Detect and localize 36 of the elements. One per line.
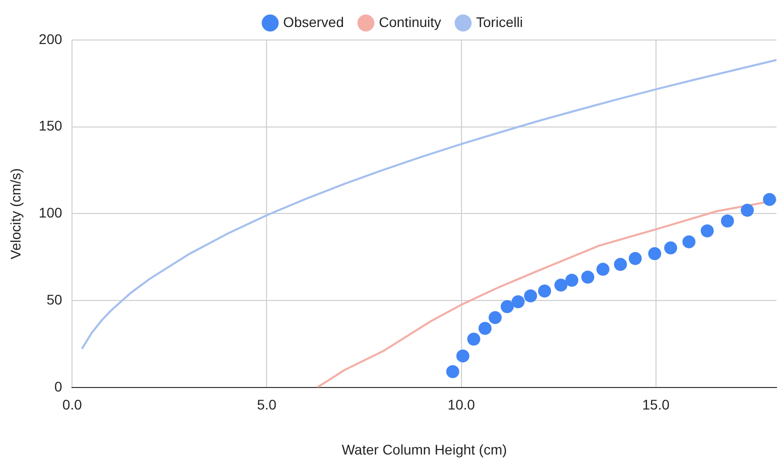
point	[512, 295, 525, 308]
y-tick-label: 0	[54, 378, 62, 394]
point	[488, 311, 502, 324]
point	[446, 365, 460, 378]
legend-label: Observed	[283, 14, 344, 30]
point	[478, 322, 492, 335]
y-tick-label: 100	[38, 204, 62, 221]
y-tick-label: 150	[38, 118, 62, 134]
point	[762, 192, 776, 206]
point	[614, 258, 627, 271]
point	[500, 300, 514, 314]
y-tick-label: 200	[38, 30, 62, 47]
point	[524, 289, 538, 302]
point	[467, 332, 480, 346]
point	[740, 204, 754, 217]
point	[538, 284, 552, 298]
point	[628, 252, 642, 266]
y-axis-title: Velocity (cm/s)	[7, 168, 24, 260]
x-tick-label: 10.0	[448, 396, 476, 413]
x-tick-label: 5.0	[256, 396, 277, 413]
x-tick-label: 15.0	[642, 396, 670, 413]
y-tick-label: 50	[46, 291, 62, 308]
x-tick-label: 0.0	[62, 396, 82, 413]
point	[720, 214, 734, 228]
point	[700, 224, 714, 238]
point	[554, 278, 568, 292]
point	[664, 241, 678, 254]
point	[456, 349, 470, 362]
x-axis-title: Water Column Height (cm)	[342, 441, 507, 458]
point	[565, 274, 578, 287]
legend-label: Toricelli	[476, 14, 523, 30]
point	[596, 262, 610, 276]
point	[682, 235, 696, 248]
point	[648, 247, 662, 260]
point	[581, 270, 594, 284]
legend-label: Continuity	[378, 14, 442, 30]
